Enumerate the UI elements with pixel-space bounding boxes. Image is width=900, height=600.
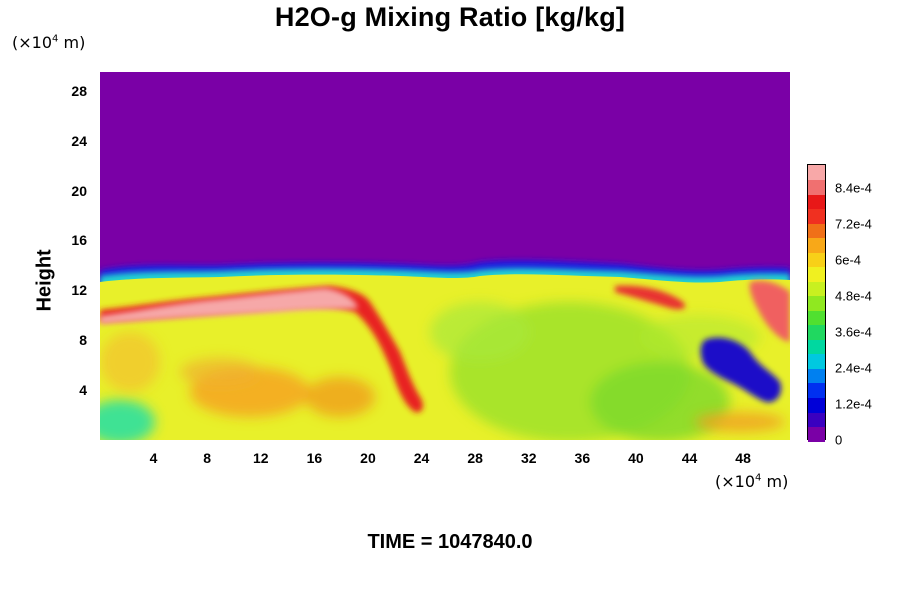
- orange-pocket-2: [305, 377, 375, 417]
- x-tick-label: 8: [203, 450, 212, 466]
- green-cell-3: [430, 302, 530, 362]
- heatmap-plot-area: [100, 72, 790, 440]
- colorbar-segment: [808, 426, 825, 442]
- y-tick-label: 12: [71, 282, 87, 299]
- green-cell-4: [100, 400, 155, 440]
- colorbar-segment: [808, 266, 825, 282]
- y-tick-label: 8: [79, 332, 87, 349]
- colorbar-tick-label: 1.2e-4: [835, 396, 872, 412]
- moist-band-mid: [615, 285, 686, 310]
- colorbar-tick-label: 2.4e-4: [835, 360, 872, 376]
- colorbar-tick-label: 4.8e-4: [835, 288, 872, 304]
- y-tick-label: 16: [71, 232, 87, 249]
- y-axis-unit: (×104 m): [12, 33, 86, 52]
- green-cell-2: [590, 362, 730, 440]
- x-tick-label: 12: [252, 450, 269, 466]
- orange-pocket-4: [695, 412, 785, 432]
- colorbar-segment: [808, 368, 825, 384]
- colorbar-segment: [808, 295, 825, 311]
- chart-title: H2O-g Mixing Ratio [kg/kg]: [274, 2, 626, 32]
- colorbar-segment: [808, 353, 825, 369]
- colorbar-tick-label: 7.2e-4: [835, 216, 872, 232]
- colorbar-segment: [808, 397, 825, 413]
- colorbar-segment: [808, 411, 825, 428]
- colorbar-segment: [808, 237, 825, 253]
- x-tick-label: 40: [628, 450, 644, 466]
- x-tick-label: 20: [360, 450, 376, 466]
- moist-band-pink: [100, 288, 358, 324]
- colorbar-segment: [808, 208, 825, 224]
- moist-band-right: [749, 280, 790, 342]
- x-tick-label: 44: [681, 450, 698, 466]
- orange-pocket-5: [100, 332, 160, 392]
- colorbar-segment: [808, 281, 825, 297]
- colorbar-segment: [808, 165, 825, 181]
- colorbar-segment: [808, 382, 825, 399]
- x-tick-label: 4: [149, 450, 158, 466]
- colorbar-tick-label: 3.6e-4: [835, 324, 872, 340]
- x-tick-label: 28: [467, 450, 483, 466]
- dry-pocket: [700, 337, 782, 403]
- colorbar: [807, 164, 826, 442]
- colorbar-segment: [808, 179, 825, 195]
- colorbar-segment: [808, 310, 825, 326]
- x-tick-label: 24: [413, 450, 430, 466]
- colorbar-tick-label: 8.4e-4: [835, 180, 872, 196]
- colorbar-tick-label: 0: [835, 432, 843, 448]
- colorbar-segment: [808, 339, 825, 355]
- time-label: TIME = 1047840.0: [367, 531, 533, 553]
- x-tick-label: 36: [574, 450, 591, 466]
- y-tick-label: 20: [71, 182, 87, 199]
- y-tick-label: 4: [79, 382, 87, 399]
- x-axis-unit: (×104 m): [715, 472, 789, 491]
- x-tick-label: 48: [735, 450, 751, 466]
- colorbar-segment: [808, 194, 825, 210]
- y-axis-label: Height: [33, 249, 56, 312]
- orange-pocket-3: [180, 358, 260, 386]
- x-tick-label: 32: [520, 450, 537, 466]
- y-tick-label: 24: [71, 132, 87, 149]
- colorbar-segment: [808, 252, 825, 268]
- colorbar-tick-label: 6e-4: [835, 252, 862, 268]
- colorbar-segment: [808, 324, 825, 340]
- y-tick-label: 28: [71, 82, 87, 99]
- colorbar-segment: [808, 223, 825, 239]
- x-tick-label: 16: [306, 450, 323, 466]
